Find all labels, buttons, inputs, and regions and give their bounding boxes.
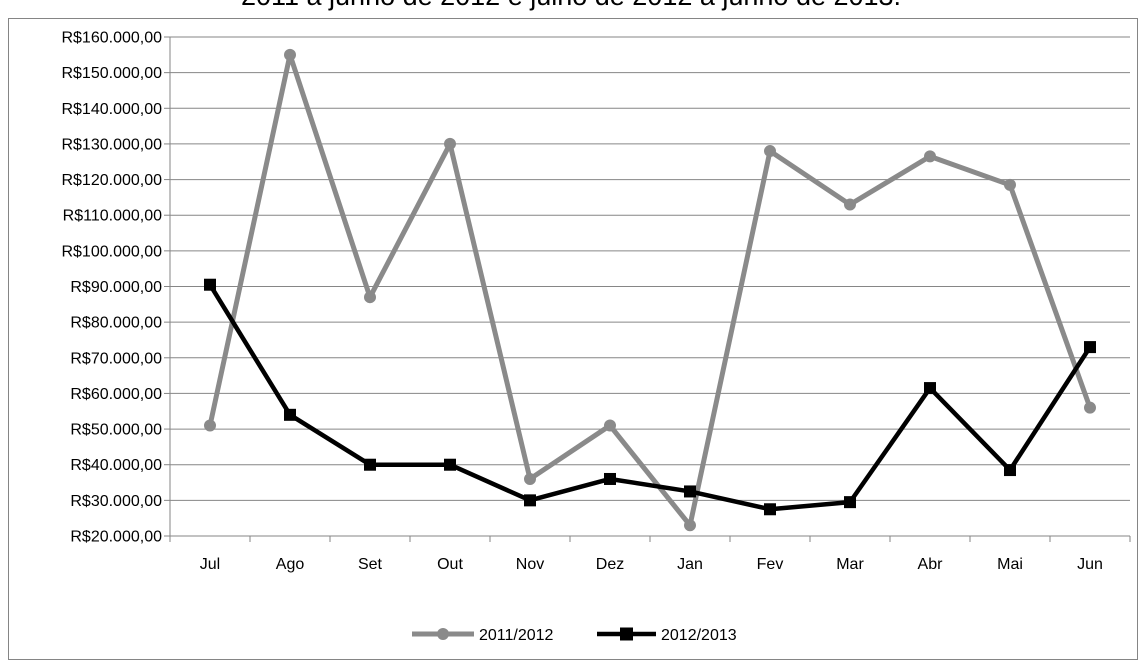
y-tick-label: R$140.000,00 [61,101,162,118]
x-tick-label: Jun [1077,556,1103,573]
data-point [364,291,376,304]
x-tick-label: Set [358,556,383,573]
legend: 2011/2012 2012/2013 [412,627,737,644]
y-axis-tick-labels: R$20.000,00 R$30.000,00 R$40.000,00 R$50.00… [61,30,162,546]
series-2 [204,278,1096,516]
data-point [1004,178,1016,191]
x-tick-label: Fev [757,556,784,573]
data-point [604,472,616,485]
x-tick-label: Dez [596,556,624,573]
data-point [444,137,456,150]
data-point [604,419,616,432]
y-tick-label: R$100.000,00 [61,243,162,260]
data-point [524,494,536,507]
y-tick-label: R$160.000,00 [61,30,162,47]
series-lines [204,48,1096,532]
series-1 [204,48,1096,532]
grid-lines [170,36,1130,537]
data-point [204,278,216,291]
x-tick-label: Jan [677,556,703,573]
y-tick-label: R$60.000,00 [70,386,162,403]
legend-swatch-marker [437,628,449,640]
series-line [207,282,1093,512]
y-tick-label: R$90.000,00 [70,279,162,296]
x-tick-label: Abr [918,556,944,573]
data-point [924,382,936,395]
data-point [684,485,696,498]
y-tick-label: R$70.000,00 [70,350,162,367]
chart-frame [8,18,1138,660]
y-tick-label: R$120.000,00 [61,172,162,189]
x-tick-label: Out [437,556,463,573]
legend-label: 2011/2012 [479,627,554,644]
data-point [764,503,776,516]
y-tick-label: R$50.000,00 [70,422,162,439]
y-tick-label: R$30.000,00 [70,493,162,510]
data-point [284,48,296,61]
data-point [1084,401,1096,414]
data-point [1084,341,1096,354]
y-tick-label: R$150.000,00 [61,65,162,82]
y-tick-label: R$40.000,00 [70,457,162,474]
data-point [844,496,856,509]
chart-title: 2011 a junho de 2012 e julho de 2012 a j… [0,0,1142,18]
legend-swatch-marker [620,627,633,641]
series-line [207,52,1093,528]
data-point [764,145,776,158]
axes [164,36,1131,542]
data-point [844,198,856,211]
legend-item: 2012/2013 [597,627,737,644]
x-tick-label: Mai [997,556,1023,573]
x-tick-label: Jul [200,556,220,573]
data-point [684,519,696,532]
y-tick-label: R$20.000,00 [70,529,162,546]
data-point [444,458,456,471]
data-point [204,419,216,432]
data-point [1004,464,1016,477]
x-tick-label: Ago [276,556,305,573]
x-tick-label: Nov [516,556,544,573]
data-point [364,458,376,471]
x-tick-label: Mar [836,556,864,573]
data-point [924,150,936,163]
y-tick-label: R$80.000,00 [70,315,162,332]
y-tick-label: R$110.000,00 [63,208,162,225]
x-axis-tick-labels: Jul Ago Set Out Nov Dez Jan Fev Mar Abr Mai Jun [200,556,1103,573]
data-point [524,472,536,485]
legend-item: 2011/2012 [412,627,554,644]
legend-label: 2012/2013 [661,627,737,644]
y-tick-label: R$130.000,00 [61,136,162,153]
data-point [284,408,296,421]
